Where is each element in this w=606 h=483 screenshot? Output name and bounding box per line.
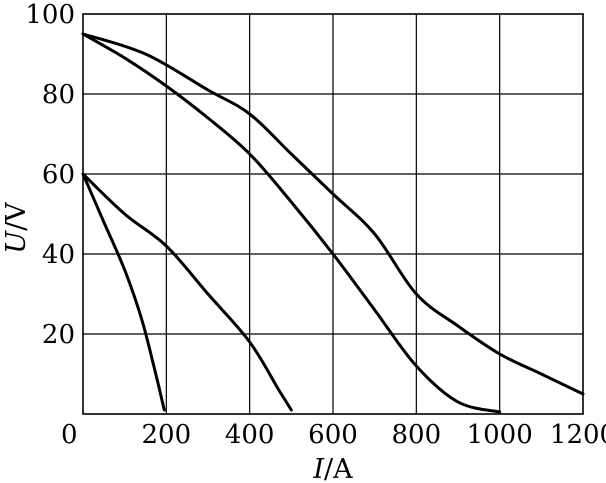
y-tick-label: 80 (42, 80, 75, 110)
series-line-1 (81, 172, 166, 412)
x-axis-unit: /A (324, 454, 353, 483)
plot-frame (82, 13, 584, 415)
grid (83, 14, 583, 414)
series-line-4 (81, 32, 585, 396)
y-tick-label: 100 (25, 0, 75, 30)
series-line-3 (81, 32, 502, 414)
y-axis-var: U (1, 230, 32, 254)
x-tick-label: 800 (392, 420, 442, 450)
y-axis-title: U/V (1, 202, 32, 254)
y-tick-label: 20 (42, 320, 75, 350)
x-tick-label: 200 (142, 420, 192, 450)
x-axis-title: I/A (312, 454, 353, 483)
series-line-2 (81, 172, 293, 412)
x-tick-label: 1000 (467, 420, 533, 450)
x-tick-label: 400 (225, 420, 275, 450)
x-tick-label: 600 (308, 420, 358, 450)
x-tick-labels: 0 200 400 600 800 1000 1200 (61, 420, 606, 450)
y-tick-labels: 20 40 60 80 100 (25, 0, 75, 350)
y-tick-label: 60 (42, 160, 75, 190)
y-tick-label: 40 (42, 240, 75, 270)
x-tick-label: 1200 (550, 420, 606, 450)
x-tick-label: 0 (61, 420, 78, 450)
x-axis-var: I (312, 454, 325, 483)
curves (81, 32, 585, 414)
y-axis-unit: /V (1, 202, 32, 231)
